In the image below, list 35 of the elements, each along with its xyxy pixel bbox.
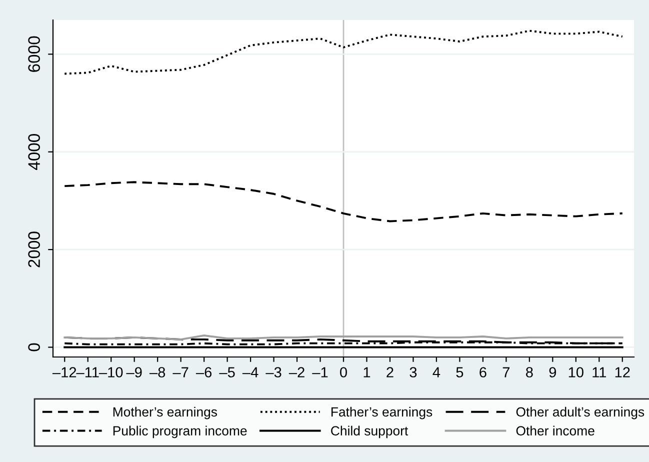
x-tick-label: 11 bbox=[592, 367, 606, 378]
x-tick-label: 3 bbox=[410, 367, 417, 378]
x-tick-label: –9 bbox=[126, 367, 142, 378]
x-tick-label: –8 bbox=[149, 367, 166, 378]
y-tick-label: 6000 bbox=[28, 36, 40, 72]
x-tick-label: –7 bbox=[172, 367, 188, 378]
x-tick-label: –10 bbox=[98, 367, 123, 378]
legend-label: Father’s earnings bbox=[331, 406, 432, 420]
y-tick-label: 4000 bbox=[28, 134, 40, 170]
x-tick-label: 6 bbox=[480, 367, 486, 378]
x-tick-label: 7 bbox=[502, 367, 510, 378]
x-tick-label: 10 bbox=[568, 367, 584, 378]
legend-label: Mother’s earnings bbox=[113, 406, 218, 420]
x-tick-label: 4 bbox=[432, 367, 440, 378]
x-tick-label: 8 bbox=[526, 367, 533, 378]
legend-label: Child support bbox=[331, 426, 408, 438]
x-tick-label: –11 bbox=[76, 367, 99, 378]
legend-label: Public program income bbox=[113, 426, 247, 438]
x-tick-label: –5 bbox=[219, 367, 235, 378]
legend-label: Other income bbox=[516, 426, 594, 436]
x-tick-label: –3 bbox=[266, 367, 282, 378]
x-tick-label: 0 bbox=[340, 367, 347, 378]
x-tick-label: –2 bbox=[288, 367, 304, 378]
x-tick-label: 12 bbox=[615, 367, 630, 378]
x-tick-label: –4 bbox=[242, 367, 258, 378]
legend-label: Other adult’s earnings bbox=[516, 406, 644, 420]
x-tick-label: 9 bbox=[549, 367, 556, 378]
x-tick-label: –1 bbox=[312, 367, 328, 378]
y-tick-label: 0 bbox=[28, 343, 40, 352]
x-tick-label: 5 bbox=[456, 367, 464, 378]
x-tick-label: 2 bbox=[386, 367, 394, 378]
x-tick-label: 1 bbox=[364, 367, 370, 378]
x-tick-label: –6 bbox=[196, 367, 212, 378]
y-tick-label: 2000 bbox=[28, 232, 40, 268]
x-tick-label: –12 bbox=[52, 367, 76, 378]
